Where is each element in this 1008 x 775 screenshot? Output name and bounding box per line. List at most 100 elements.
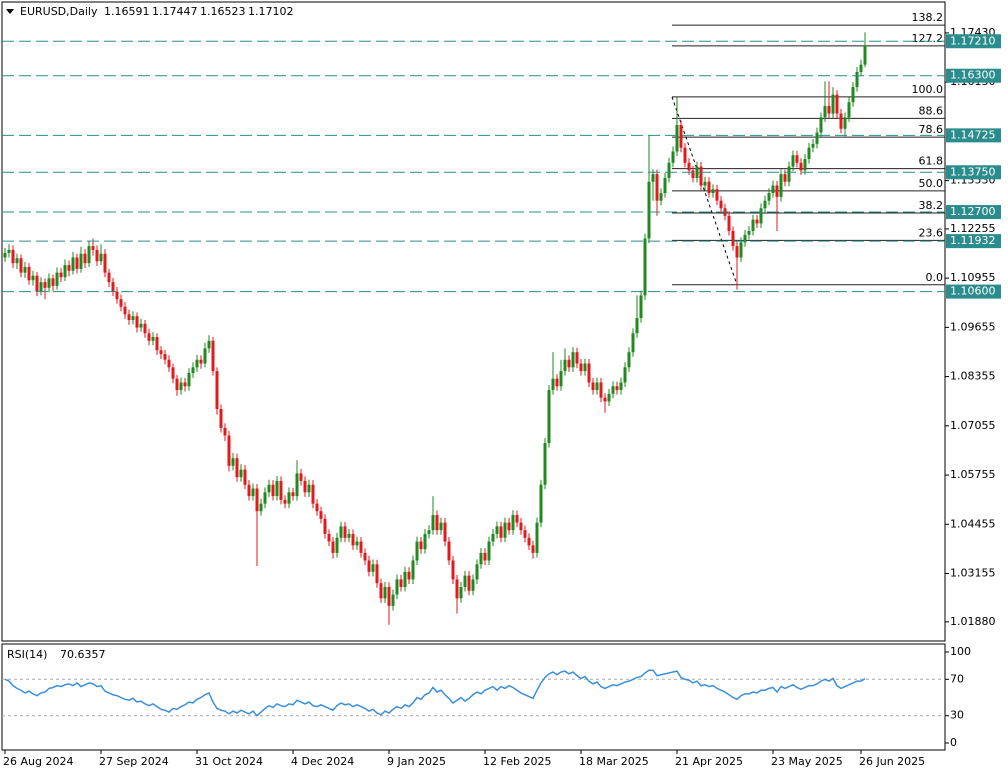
candle-body	[715, 189, 719, 201]
candle-body	[567, 359, 571, 368]
x-tick-label: 23 May 2025	[771, 755, 843, 768]
candle-body	[75, 257, 79, 269]
candle-body	[267, 484, 271, 493]
level-box	[946, 165, 1001, 180]
candle-body	[439, 522, 443, 531]
candle-body	[387, 586, 391, 606]
candle-body	[823, 106, 827, 118]
x-tick-label: 18 Mar 2025	[579, 755, 649, 768]
level-label: 1.11932	[950, 234, 996, 247]
x-tick-label: 12 Feb 2025	[483, 755, 551, 768]
fib-label: 78.6	[919, 123, 944, 136]
x-tick-label: 27 Sep 2024	[99, 755, 169, 768]
candle-body	[23, 266, 27, 273]
candle-body	[351, 533, 355, 546]
candle-body	[391, 594, 395, 606]
candle-body	[671, 151, 675, 163]
y-tick-label: 1.08355	[950, 370, 996, 383]
candle-body	[563, 359, 567, 372]
fib-label: 127.2	[912, 32, 944, 45]
candle-body	[831, 94, 835, 114]
candle-body	[11, 249, 15, 264]
candle-body	[83, 253, 87, 264]
candle-body	[795, 155, 799, 163]
y-tick-label: 1.01880	[950, 615, 996, 628]
level-label: 1.14725	[950, 128, 996, 141]
candle-body	[839, 113, 843, 129]
candle-body	[367, 560, 371, 572]
candle-body	[39, 282, 43, 292]
rsi-tick-label: 100	[950, 645, 971, 658]
candle-body	[659, 193, 663, 201]
candle-body	[239, 469, 243, 478]
level-label: 1.13750	[950, 165, 996, 178]
candle-body	[87, 246, 91, 264]
y-tick-label: 1.04455	[950, 517, 996, 530]
candle-body	[55, 272, 59, 286]
candle-body	[771, 185, 775, 194]
close-price: 1.17102	[248, 5, 294, 18]
candle-body	[815, 132, 819, 144]
level-box	[946, 68, 1001, 83]
candle-body	[187, 373, 191, 387]
high-price: 1.17447	[152, 5, 198, 18]
candle-body	[235, 458, 239, 478]
candle-body	[71, 257, 75, 271]
candle-body	[491, 533, 495, 542]
x-tick-label: 31 Oct 2024	[195, 755, 263, 768]
fib-label: 50.0	[919, 177, 944, 190]
candle-body	[35, 275, 39, 292]
y-tick-label: 1.07055	[950, 419, 996, 432]
rsi-label: RSI(14)	[7, 648, 47, 661]
menu-arrow	[6, 9, 14, 14]
candle-body	[447, 541, 451, 561]
candle-body	[147, 333, 151, 341]
candle-body	[431, 515, 435, 531]
candle-body	[155, 337, 159, 351]
candle-body	[859, 64, 863, 72]
candle-body	[471, 579, 475, 591]
candle-body	[303, 480, 307, 493]
candle-body	[703, 181, 707, 186]
candle-body	[27, 266, 31, 281]
candle-body	[163, 354, 167, 360]
level-box	[946, 34, 1001, 49]
fib-label: 138.2	[912, 11, 944, 24]
candle-body	[507, 522, 511, 531]
candle-body	[799, 162, 803, 171]
candle-body	[467, 575, 471, 591]
candle-body	[707, 181, 711, 194]
candle-body	[67, 265, 71, 271]
candle-body	[79, 253, 83, 269]
y-tick-label: 1.05755	[950, 468, 996, 481]
candle-body	[3, 252, 7, 258]
candle-body	[275, 480, 279, 497]
candle-body	[571, 352, 575, 368]
x-tick-label: 26 Jun 2025	[859, 755, 925, 768]
candle-body	[123, 306, 127, 315]
candle-body	[779, 174, 783, 197]
candle-body	[327, 533, 331, 542]
candle-body	[179, 382, 183, 391]
candle-body	[727, 215, 731, 231]
candle-body	[291, 492, 295, 497]
level-label: 1.17210	[950, 34, 996, 47]
candle-body	[279, 480, 283, 500]
candle-body	[699, 166, 703, 186]
candle-body	[199, 359, 203, 364]
candle-body	[299, 473, 303, 481]
candle-body	[847, 102, 851, 118]
candle-body	[495, 526, 499, 534]
candle-body	[635, 318, 639, 334]
candle-body	[191, 367, 195, 374]
candle-body	[395, 579, 399, 595]
candle-body	[103, 253, 107, 273]
candle-body	[203, 348, 207, 364]
candle-body	[211, 340, 215, 372]
candle-body	[31, 275, 35, 281]
candle-body	[243, 469, 247, 485]
candle-body	[379, 583, 383, 599]
candle-body	[127, 314, 131, 320]
candle-body	[91, 246, 95, 250]
candle-body	[787, 166, 791, 182]
